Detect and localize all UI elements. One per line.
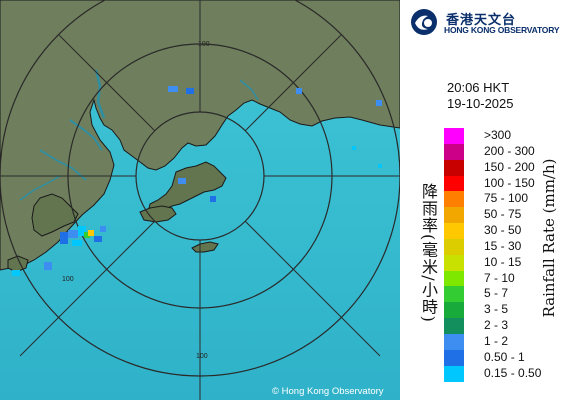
legend-swatch: [444, 254, 464, 271]
rain-echo: [12, 270, 20, 276]
legend-swatch: [444, 175, 464, 192]
legend-label: 200 - 300: [484, 143, 535, 158]
legend-label: 1 - 2: [484, 333, 509, 348]
lantau-island-land: [139, 205, 177, 223]
rain-echo: [88, 230, 94, 236]
legend-label: 150 - 200: [484, 159, 535, 174]
river-channel: [19, 175, 61, 201]
river-channel: [39, 149, 87, 181]
rain-echo: [178, 178, 186, 184]
legend-label: 2 - 3: [484, 318, 509, 333]
rain-echo: [376, 100, 382, 106]
hko-logo-icon: [411, 9, 437, 35]
legend-swatch: [444, 159, 464, 176]
legend-swatch: [444, 128, 464, 144]
legend-swatch: [444, 302, 464, 319]
legend-swatch: [444, 238, 464, 255]
river-channel: [239, 79, 259, 101]
rain-echo: [186, 88, 194, 94]
logo-name-chinese: 香港天文台: [446, 13, 517, 28]
legend-label: 0.50 - 1: [484, 349, 525, 364]
legend-title-chinese: 降雨率(毫米/小時): [419, 183, 438, 323]
rain-echo: [168, 86, 178, 92]
radar-time: 20:06 HKT: [447, 80, 510, 95]
mainland-landmass: [0, 0, 400, 271]
legend-label: 100 - 150: [484, 175, 535, 190]
range-spokes: [0, 0, 400, 400]
legend-label: 15 - 30: [484, 238, 522, 253]
rain-echo: [210, 196, 216, 202]
estuary-island-land: [31, 193, 79, 237]
range-ring-label: 100: [196, 353, 208, 360]
legend-label: 0.15 - 0.50: [484, 365, 542, 380]
rain-echo: [94, 236, 102, 242]
legend-labels: >300 200 - 300 150 - 200 100 - 150 75 - 100 5…: [484, 128, 574, 382]
range-ring-labels: 100 100 100: [62, 41, 210, 360]
legend-label: 3 - 5: [484, 302, 509, 317]
rain-echo: [296, 88, 302, 94]
rain-echo: [44, 262, 52, 270]
legend-swatch: [444, 333, 464, 350]
legend-swatch: [444, 207, 464, 224]
legend-swatch: [444, 270, 464, 287]
range-ring-label: 100: [198, 41, 210, 48]
river-channel: [94, 69, 106, 119]
legend-color-scale: [444, 128, 464, 382]
legend-swatch: [444, 143, 464, 160]
rain-echo: [60, 232, 68, 244]
legend-swatch: [444, 349, 464, 366]
range-ring-label: 100: [62, 276, 74, 283]
legend-swatch: [444, 223, 464, 239]
legend-swatch: [444, 191, 464, 208]
rain-echoes: [12, 86, 382, 276]
rain-echo: [352, 146, 356, 150]
radar-map: 100 100 100 © Hong Kong Observatory: [0, 0, 400, 400]
river-channel: [69, 119, 103, 151]
rain-echo: [68, 230, 78, 238]
legend-label: 50 - 75: [484, 207, 522, 222]
legend-swatch: [444, 318, 464, 334]
rain-echo: [100, 226, 106, 232]
legend-swatch: [444, 365, 464, 382]
outlying-island-land: [191, 241, 219, 253]
legend-panel: 香港天文台 HONG KONG OBSERVATORY 20:06 HKT 19…: [400, 0, 577, 400]
legend-swatch: [444, 286, 464, 303]
rain-echo: [72, 240, 82, 246]
radar-date: 19-10-2025: [447, 96, 514, 111]
copyright-notice: © Hong Kong Observatory: [272, 386, 384, 397]
legend-label: 75 - 100: [484, 191, 529, 206]
logo-name-english: HONG KONG OBSERVATORY: [444, 25, 560, 35]
legend-title-english: Rainfall Rate (mm/h): [540, 158, 558, 318]
rain-echo: [84, 232, 90, 238]
rain-echo: [378, 164, 382, 168]
legend-label: 5 - 7: [484, 286, 509, 301]
rain-echo: [78, 226, 86, 236]
legend-label: 10 - 15: [484, 254, 522, 269]
legend-label: >300: [484, 128, 512, 142]
legend-label: 7 - 10: [484, 270, 515, 285]
hong-kong-island-land: [147, 161, 227, 215]
legend-label: 30 - 50: [484, 223, 522, 238]
